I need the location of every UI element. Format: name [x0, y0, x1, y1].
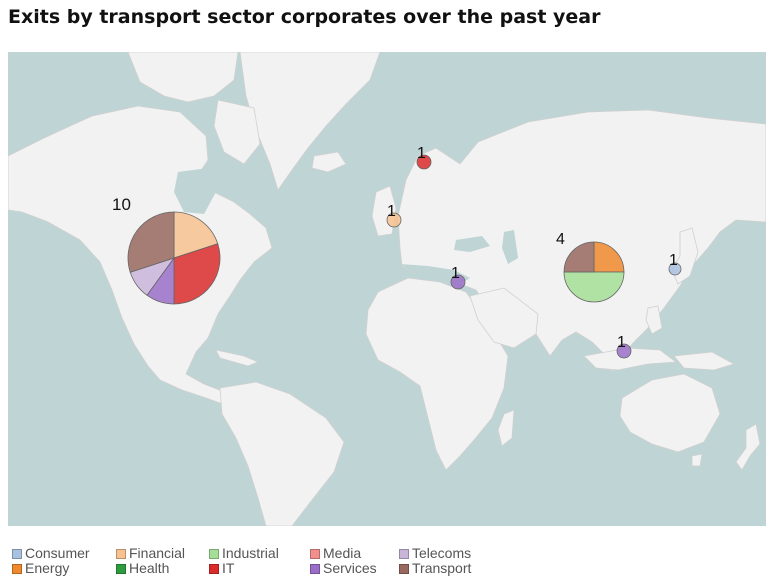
- landmass-new-guinea: [673, 351, 736, 371]
- pie-marker-japan[interactable]: 1: [668, 252, 682, 276]
- pie-slice-services[interactable]: [616, 343, 632, 359]
- black-sea: [454, 236, 490, 252]
- legend-item-industrial[interactable]: Industrial: [209, 545, 279, 561]
- landmass-arabia: [469, 287, 539, 349]
- landmass-greenland: [239, 52, 381, 191]
- landmass-indonesia: [583, 347, 678, 371]
- pie-marker-north-america[interactable]: 10: [112, 195, 221, 305]
- legend-label: Transport: [412, 560, 472, 576]
- legend-label: Media: [323, 545, 362, 561]
- pie-count-label: 10: [112, 195, 131, 214]
- map-canvas: 10 1 1 1 4 1 1: [8, 52, 766, 526]
- pie-slice-transport[interactable]: [563, 241, 595, 273]
- pie-slice-industrial[interactable]: [563, 271, 625, 303]
- landmass-australia: [619, 373, 721, 453]
- legend-swatch: [116, 564, 126, 574]
- legend-item-media[interactable]: Media: [310, 545, 361, 561]
- pie-marker-scandinavia[interactable]: 1: [416, 145, 432, 170]
- landmass-baffin: [213, 99, 261, 165]
- legend-item-financial[interactable]: Financial: [116, 545, 185, 561]
- legend-swatch: [12, 564, 22, 574]
- hudson-bay: [174, 168, 216, 214]
- legend-label: Industrial: [222, 545, 279, 561]
- pie-slice-financial[interactable]: [386, 212, 402, 228]
- legend-item-transport[interactable]: Transport: [399, 560, 471, 576]
- landmass-new-zealand: [735, 423, 761, 471]
- legend-swatch: [399, 549, 409, 559]
- landmass-madagascar: [497, 409, 515, 447]
- pie-slice-energy[interactable]: [593, 241, 625, 273]
- pie-count-label: 1: [387, 203, 396, 220]
- landmass-tasmania: [691, 453, 703, 467]
- legend-item-it[interactable]: IT: [209, 560, 234, 576]
- legend-swatch: [209, 564, 219, 574]
- legend-item-consumer[interactable]: Consumer: [12, 545, 90, 561]
- legend-item-health[interactable]: Health: [116, 560, 169, 576]
- pie-slice-it[interactable]: [416, 154, 432, 170]
- legend-label: IT: [222, 560, 235, 576]
- world-map[interactable]: 10 1 1 1 4 1 1: [8, 52, 766, 526]
- legend-label: Consumer: [25, 545, 90, 561]
- pie-count-label: 4: [556, 231, 565, 248]
- caspian-sea: [502, 230, 518, 264]
- landmass-philippines: [645, 305, 663, 335]
- page-title: Exits by transport sector corporates ove…: [8, 6, 601, 28]
- pie-marker-middle-east[interactable]: 1: [450, 265, 466, 290]
- legend-swatch: [310, 549, 320, 559]
- landmass-arctic-islands: [127, 52, 239, 103]
- legend-item-telecoms[interactable]: Telecoms: [399, 545, 471, 561]
- pie-marker-china[interactable]: 4: [556, 231, 625, 303]
- pie-slice-consumer[interactable]: [668, 262, 682, 276]
- legend-item-services[interactable]: Services: [310, 560, 377, 576]
- legend-label: Financial: [129, 545, 186, 561]
- pie-slice-it[interactable]: [173, 243, 221, 305]
- landmass-south-america: [219, 381, 345, 526]
- pie-slice-services[interactable]: [450, 274, 466, 290]
- pie-slice-transport[interactable]: [127, 211, 175, 273]
- pie-count-label: 1: [617, 334, 626, 351]
- landmass-caribbean: [215, 349, 260, 367]
- legend-swatch: [12, 549, 22, 559]
- landmass-iceland: [311, 151, 347, 173]
- legend-item-energy[interactable]: Energy: [12, 560, 69, 576]
- legend-swatch: [399, 564, 409, 574]
- pie-count-label: 1: [669, 252, 678, 269]
- legend-label: Energy: [25, 560, 70, 576]
- pie-count-label: 1: [417, 145, 426, 162]
- legend: Consumer Energy Financial Health Industrial I…: [12, 545, 772, 585]
- legend-swatch: [116, 549, 126, 559]
- legend-label: Telecoms: [412, 545, 472, 561]
- legend-label: Health: [129, 560, 170, 576]
- pie-marker-western-europe[interactable]: 1: [386, 203, 402, 228]
- legend-swatch: [209, 549, 219, 559]
- legend-swatch: [310, 564, 320, 574]
- legend-label: Services: [323, 560, 377, 576]
- pie-slice-financial[interactable]: [173, 211, 219, 259]
- landmass-africa: [365, 277, 509, 471]
- pie-count-label: 1: [451, 265, 460, 282]
- pie-markers: 10 1 1 1 4 1 1: [112, 145, 682, 359]
- pie-marker-indonesia[interactable]: 1: [616, 334, 632, 359]
